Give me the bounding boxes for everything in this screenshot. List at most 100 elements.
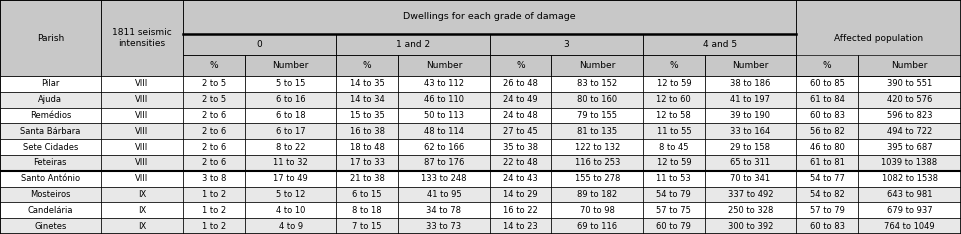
Bar <box>797 187 858 202</box>
Bar <box>101 123 183 139</box>
Text: 1039 to 1388: 1039 to 1388 <box>881 158 938 167</box>
Text: 1082 to 1538: 1082 to 1538 <box>881 174 938 183</box>
Bar <box>245 218 336 234</box>
Bar <box>336 108 398 123</box>
Bar <box>336 108 398 123</box>
Text: VIII: VIII <box>136 111 149 120</box>
Text: %: % <box>516 61 525 70</box>
Bar <box>336 123 398 139</box>
Text: 11 to 32: 11 to 32 <box>273 158 308 167</box>
Text: 60 to 83: 60 to 83 <box>810 222 845 230</box>
Bar <box>336 187 398 202</box>
Bar <box>797 123 858 139</box>
Text: 26 to 48: 26 to 48 <box>504 80 538 88</box>
Bar <box>0 108 101 123</box>
Bar <box>245 92 336 108</box>
Bar <box>704 187 797 202</box>
Text: 8 to 18: 8 to 18 <box>353 206 382 215</box>
Text: 80 to 160: 80 to 160 <box>578 95 617 104</box>
Text: 2 to 6: 2 to 6 <box>202 158 226 167</box>
Text: %: % <box>670 61 678 70</box>
Bar <box>490 55 552 76</box>
Bar <box>398 171 490 187</box>
Text: 1 to 2: 1 to 2 <box>202 206 226 215</box>
Text: 33 to 73: 33 to 73 <box>427 222 461 230</box>
Bar <box>797 171 858 187</box>
Text: Affected population: Affected population <box>834 33 924 43</box>
Bar <box>101 0 183 76</box>
Bar <box>643 108 704 123</box>
Bar <box>183 155 245 171</box>
Text: 33 to 164: 33 to 164 <box>730 127 771 136</box>
Bar <box>245 76 336 92</box>
Bar <box>797 76 858 92</box>
Bar <box>336 202 398 218</box>
Bar <box>797 108 858 123</box>
Bar <box>643 92 704 108</box>
Text: 24 to 43: 24 to 43 <box>504 174 538 183</box>
Bar <box>398 123 490 139</box>
Bar <box>101 155 183 171</box>
Bar <box>797 55 858 76</box>
Text: Feteiras: Feteiras <box>34 158 67 167</box>
Bar <box>101 187 183 202</box>
Bar <box>490 155 552 171</box>
Bar <box>245 108 336 123</box>
Text: 2 to 6: 2 to 6 <box>202 111 226 120</box>
Bar <box>336 92 398 108</box>
Bar <box>336 92 398 108</box>
Text: 6 to 18: 6 to 18 <box>276 111 306 120</box>
Text: 11 to 55: 11 to 55 <box>656 127 691 136</box>
Text: 1 to 2: 1 to 2 <box>202 222 226 230</box>
Bar <box>643 187 704 202</box>
Bar <box>643 92 704 108</box>
Text: IX: IX <box>137 190 146 199</box>
Text: 3: 3 <box>563 40 569 49</box>
Text: 41 to 197: 41 to 197 <box>730 95 771 104</box>
Bar <box>858 187 961 202</box>
Text: 679 to 937: 679 to 937 <box>887 206 932 215</box>
Bar <box>336 76 398 92</box>
Bar <box>552 155 643 171</box>
Bar <box>183 55 245 76</box>
Bar <box>398 187 490 202</box>
Text: 81 to 135: 81 to 135 <box>578 127 617 136</box>
Bar <box>245 76 336 92</box>
Text: Sete Cidades: Sete Cidades <box>23 143 78 152</box>
Bar <box>490 139 552 155</box>
Text: 4 to 9: 4 to 9 <box>279 222 303 230</box>
Bar <box>643 55 704 76</box>
Bar <box>398 155 490 171</box>
Bar <box>183 202 245 218</box>
Bar <box>490 171 552 187</box>
Bar <box>0 202 101 218</box>
Bar <box>183 108 245 123</box>
Text: 89 to 182: 89 to 182 <box>578 190 617 199</box>
Bar <box>797 202 858 218</box>
Bar <box>797 76 858 92</box>
Bar <box>336 202 398 218</box>
Text: Santa Bárbara: Santa Bárbara <box>20 127 81 136</box>
Bar <box>858 108 961 123</box>
Bar <box>398 202 490 218</box>
Text: %: % <box>363 61 372 70</box>
Bar <box>797 218 858 234</box>
Bar <box>336 55 398 76</box>
Text: Ginetes: Ginetes <box>35 222 66 230</box>
Text: 54 to 77: 54 to 77 <box>810 174 845 183</box>
Bar <box>797 139 858 155</box>
Text: 596 to 823: 596 to 823 <box>887 111 932 120</box>
Text: 122 to 132: 122 to 132 <box>575 143 620 152</box>
Bar <box>552 187 643 202</box>
Bar <box>552 139 643 155</box>
Bar <box>398 92 490 108</box>
Bar <box>245 123 336 139</box>
Bar <box>0 155 101 171</box>
Bar <box>643 187 704 202</box>
Text: Parish: Parish <box>37 33 64 43</box>
Bar <box>858 76 961 92</box>
Text: 420 to 576: 420 to 576 <box>887 95 932 104</box>
Bar <box>101 108 183 123</box>
Bar <box>490 123 552 139</box>
Text: 70 to 98: 70 to 98 <box>579 206 615 215</box>
